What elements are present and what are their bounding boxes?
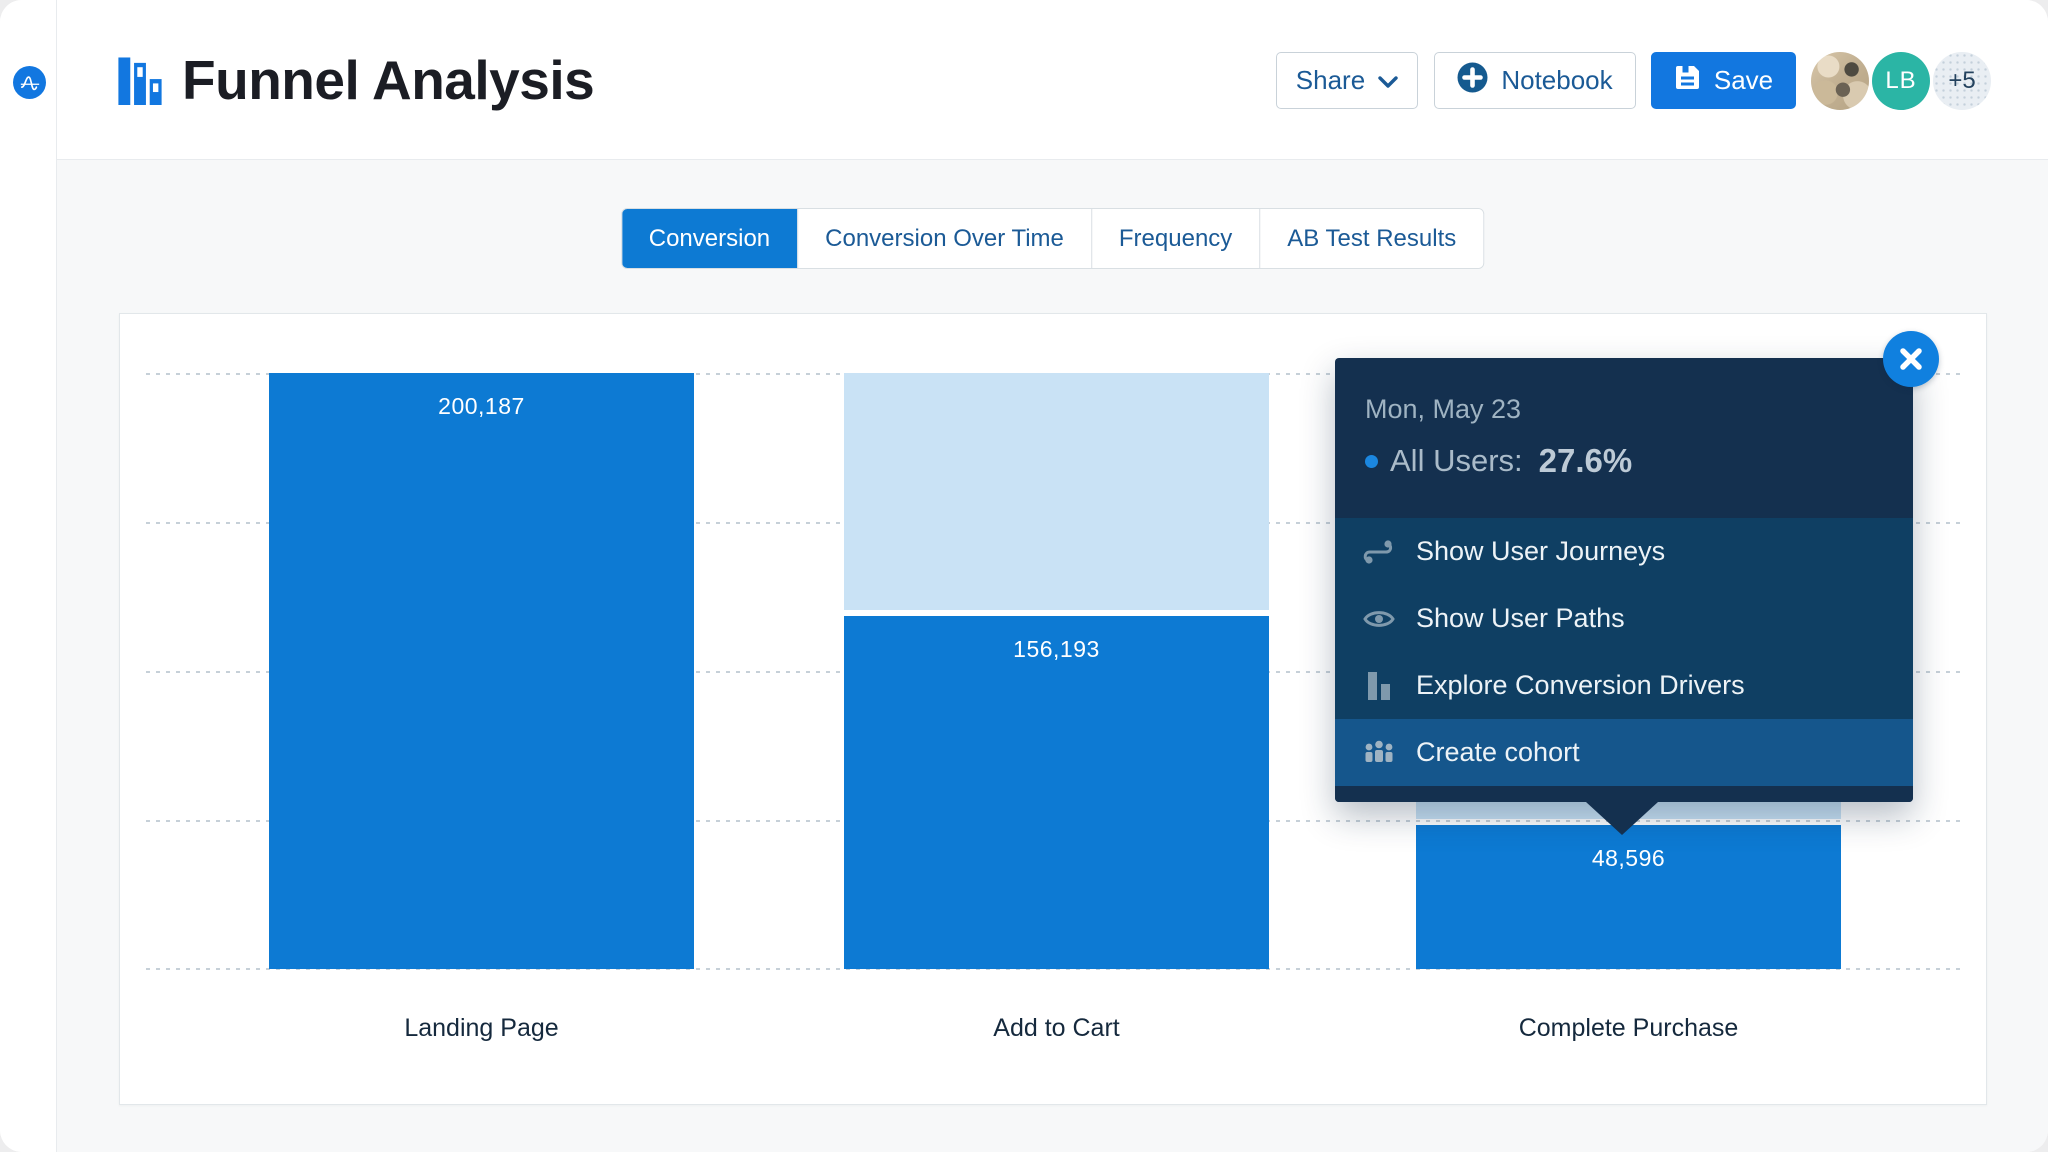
avatar-photo[interactable] <box>1811 51 1869 110</box>
people-icon <box>1363 739 1395 767</box>
amplitude-logo-icon[interactable] <box>13 66 46 99</box>
plus-circle-icon <box>1457 62 1488 100</box>
gridline <box>146 968 1960 970</box>
save-button[interactable]: Save <box>1651 52 1796 109</box>
bar-value-label: 48,596 <box>1591 844 1666 871</box>
main-content: Conversion Conversion Over Time Frequenc… <box>57 160 2048 1152</box>
tooltip-conversion-value: 27.6% <box>1538 442 1633 479</box>
bar-chart-icon <box>1363 671 1395 700</box>
tooltip-header: Mon, May 23 All Users: 27.6% <box>1335 358 1913 518</box>
menu-item-show-user-journeys[interactable]: Show User Journeys <box>1335 518 1913 585</box>
menu-item-show-user-paths[interactable]: Show User Paths <box>1335 585 1913 652</box>
share-button[interactable]: Share <box>1276 52 1418 109</box>
menu-item-explore-conversion-drivers[interactable]: Explore Conversion Drivers <box>1335 652 1913 719</box>
eye-icon <box>1363 608 1395 630</box>
tab-frequency[interactable]: Frequency <box>1090 209 1260 268</box>
journey-icon <box>1363 539 1395 565</box>
tab-conversion[interactable]: Conversion <box>621 209 798 268</box>
tooltip-footer <box>1335 786 1913 802</box>
save-button-label: Save <box>1713 65 1774 95</box>
category-label-add-to-cart: Add to Cart <box>993 1014 1120 1042</box>
avatar-initials[interactable]: LB <box>1872 51 1930 110</box>
avatar-overflow-count[interactable]: +5 <box>1933 51 1991 110</box>
funnel-bar-add-to-cart[interactable]: 156,193 <box>844 373 1269 969</box>
funnel-chart-card: 200,187 156,193 48,596 Landing Page <box>119 313 1987 1105</box>
notebook-button-label: Notebook <box>1501 65 1613 95</box>
page-title: Funnel Analysis <box>182 49 595 111</box>
funnel-bar-landing-page[interactable]: 200,187 <box>269 373 694 969</box>
tooltip-series-label: All Users: <box>1390 443 1523 478</box>
save-icon <box>1674 64 1701 98</box>
notebook-button[interactable]: Notebook <box>1434 52 1636 109</box>
dropoff-segment[interactable] <box>844 373 1269 610</box>
tooltip-date: Mon, May 23 <box>1365 394 1522 424</box>
funnel-chart-icon <box>118 51 162 110</box>
tab-conversion-over-time[interactable]: Conversion Over Time <box>797 209 1091 268</box>
category-label-landing-page: Landing Page <box>404 1014 559 1042</box>
title-group: Funnel Analysis <box>118 0 595 160</box>
bar-value-label: 156,193 <box>1013 635 1100 662</box>
tab-ab-test-results[interactable]: AB Test Results <box>1259 209 1484 268</box>
datapoint-tooltip: Mon, May 23 All Users: 27.6% <box>1335 331 1939 835</box>
page-header: Funnel Analysis Share Notebook <box>57 0 2048 160</box>
menu-item-create-cohort[interactable]: Create cohort <box>1335 719 1913 786</box>
tooltip-menu: Show User Journeys Show User Paths <box>1335 518 1913 786</box>
close-icon[interactable] <box>1883 331 1939 387</box>
series-dot-icon <box>1365 454 1378 468</box>
chevron-down-icon <box>1378 65 1398 96</box>
avatar-group: LB +5 <box>1808 51 1991 110</box>
category-label-complete-purchase: Complete Purchase <box>1518 1014 1739 1042</box>
tooltip-caret <box>1586 802 1658 835</box>
bar-value-label: 200,187 <box>438 393 525 419</box>
share-button-label: Share <box>1295 65 1366 95</box>
left-sidebar <box>0 0 57 1152</box>
header-actions: Share Notebook <box>1276 51 1991 110</box>
view-tabs: Conversion Conversion Over Time Frequenc… <box>621 209 1484 268</box>
